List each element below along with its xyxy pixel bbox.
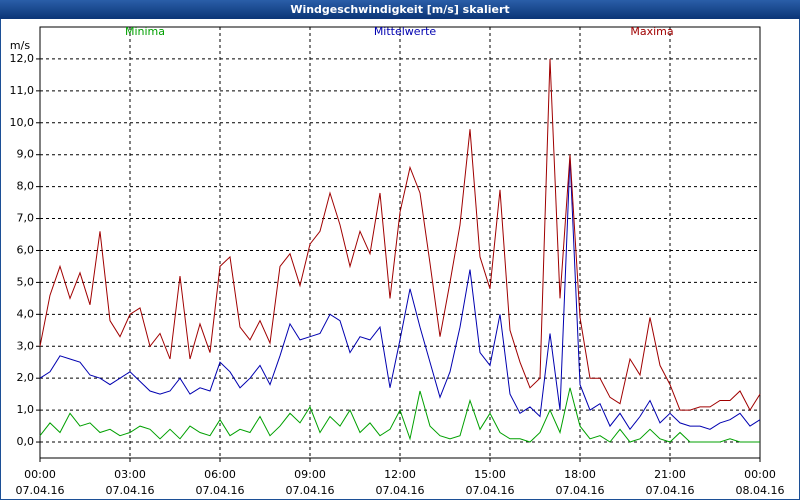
x-tick-label: 00:00 bbox=[24, 468, 56, 481]
y-axis-label: m/s bbox=[10, 39, 30, 52]
x-tick-date: 07.04.16 bbox=[16, 484, 65, 497]
x-tick-label: 09:00 bbox=[294, 468, 326, 481]
x-tick-date: 07.04.16 bbox=[286, 484, 335, 497]
y-tick-label: 9,0 bbox=[17, 148, 35, 161]
legend-label: Mittelwerte bbox=[374, 25, 437, 38]
y-tick-label: 7,0 bbox=[17, 212, 35, 225]
y-tick-label: 5,0 bbox=[17, 275, 35, 288]
x-tick-date: 08.04.16 bbox=[736, 484, 785, 497]
y-tick-label: 6,0 bbox=[17, 243, 35, 256]
series-line bbox=[39, 58, 761, 412]
x-tick-label: 21:00 bbox=[654, 468, 686, 481]
y-tick-label: 10,0 bbox=[10, 116, 35, 129]
series-line bbox=[39, 387, 760, 443]
y-tick-label: 8,0 bbox=[17, 180, 35, 193]
x-tick-label: 12:00 bbox=[384, 468, 416, 481]
y-tick-label: 11,0 bbox=[10, 84, 35, 97]
y-tick-label: 3,0 bbox=[17, 339, 35, 352]
x-tick-date: 07.04.16 bbox=[196, 484, 245, 497]
plot-area bbox=[39, 26, 761, 459]
x-tick-label: 15:00 bbox=[474, 468, 506, 481]
y-tick-label: 12,0 bbox=[10, 52, 35, 65]
title-bar bbox=[0, 0, 800, 19]
x-tick-date: 07.04.16 bbox=[646, 484, 695, 497]
y-tick-label: 0,0 bbox=[17, 435, 35, 448]
legend-label: Minima bbox=[125, 25, 165, 38]
series-line bbox=[39, 157, 761, 431]
legend-label: Maxima bbox=[630, 25, 673, 38]
x-tick-date: 07.04.16 bbox=[106, 484, 155, 497]
y-tick-label: 1,0 bbox=[17, 403, 35, 416]
chart-title: Windgeschwindigkeit [m/s] skaliert bbox=[290, 3, 509, 16]
x-tick-label: 18:00 bbox=[564, 468, 596, 481]
y-tick-label: 4,0 bbox=[17, 307, 35, 320]
y-tick-label: 2,0 bbox=[17, 371, 35, 384]
x-tick-label: 06:00 bbox=[204, 468, 236, 481]
x-tick-date: 07.04.16 bbox=[556, 484, 605, 497]
x-tick-date: 07.04.16 bbox=[466, 484, 515, 497]
x-tick-label: 03:00 bbox=[114, 468, 146, 481]
x-tick-date: 07.04.16 bbox=[376, 484, 425, 497]
x-tick-label: 00:00 bbox=[744, 468, 776, 481]
